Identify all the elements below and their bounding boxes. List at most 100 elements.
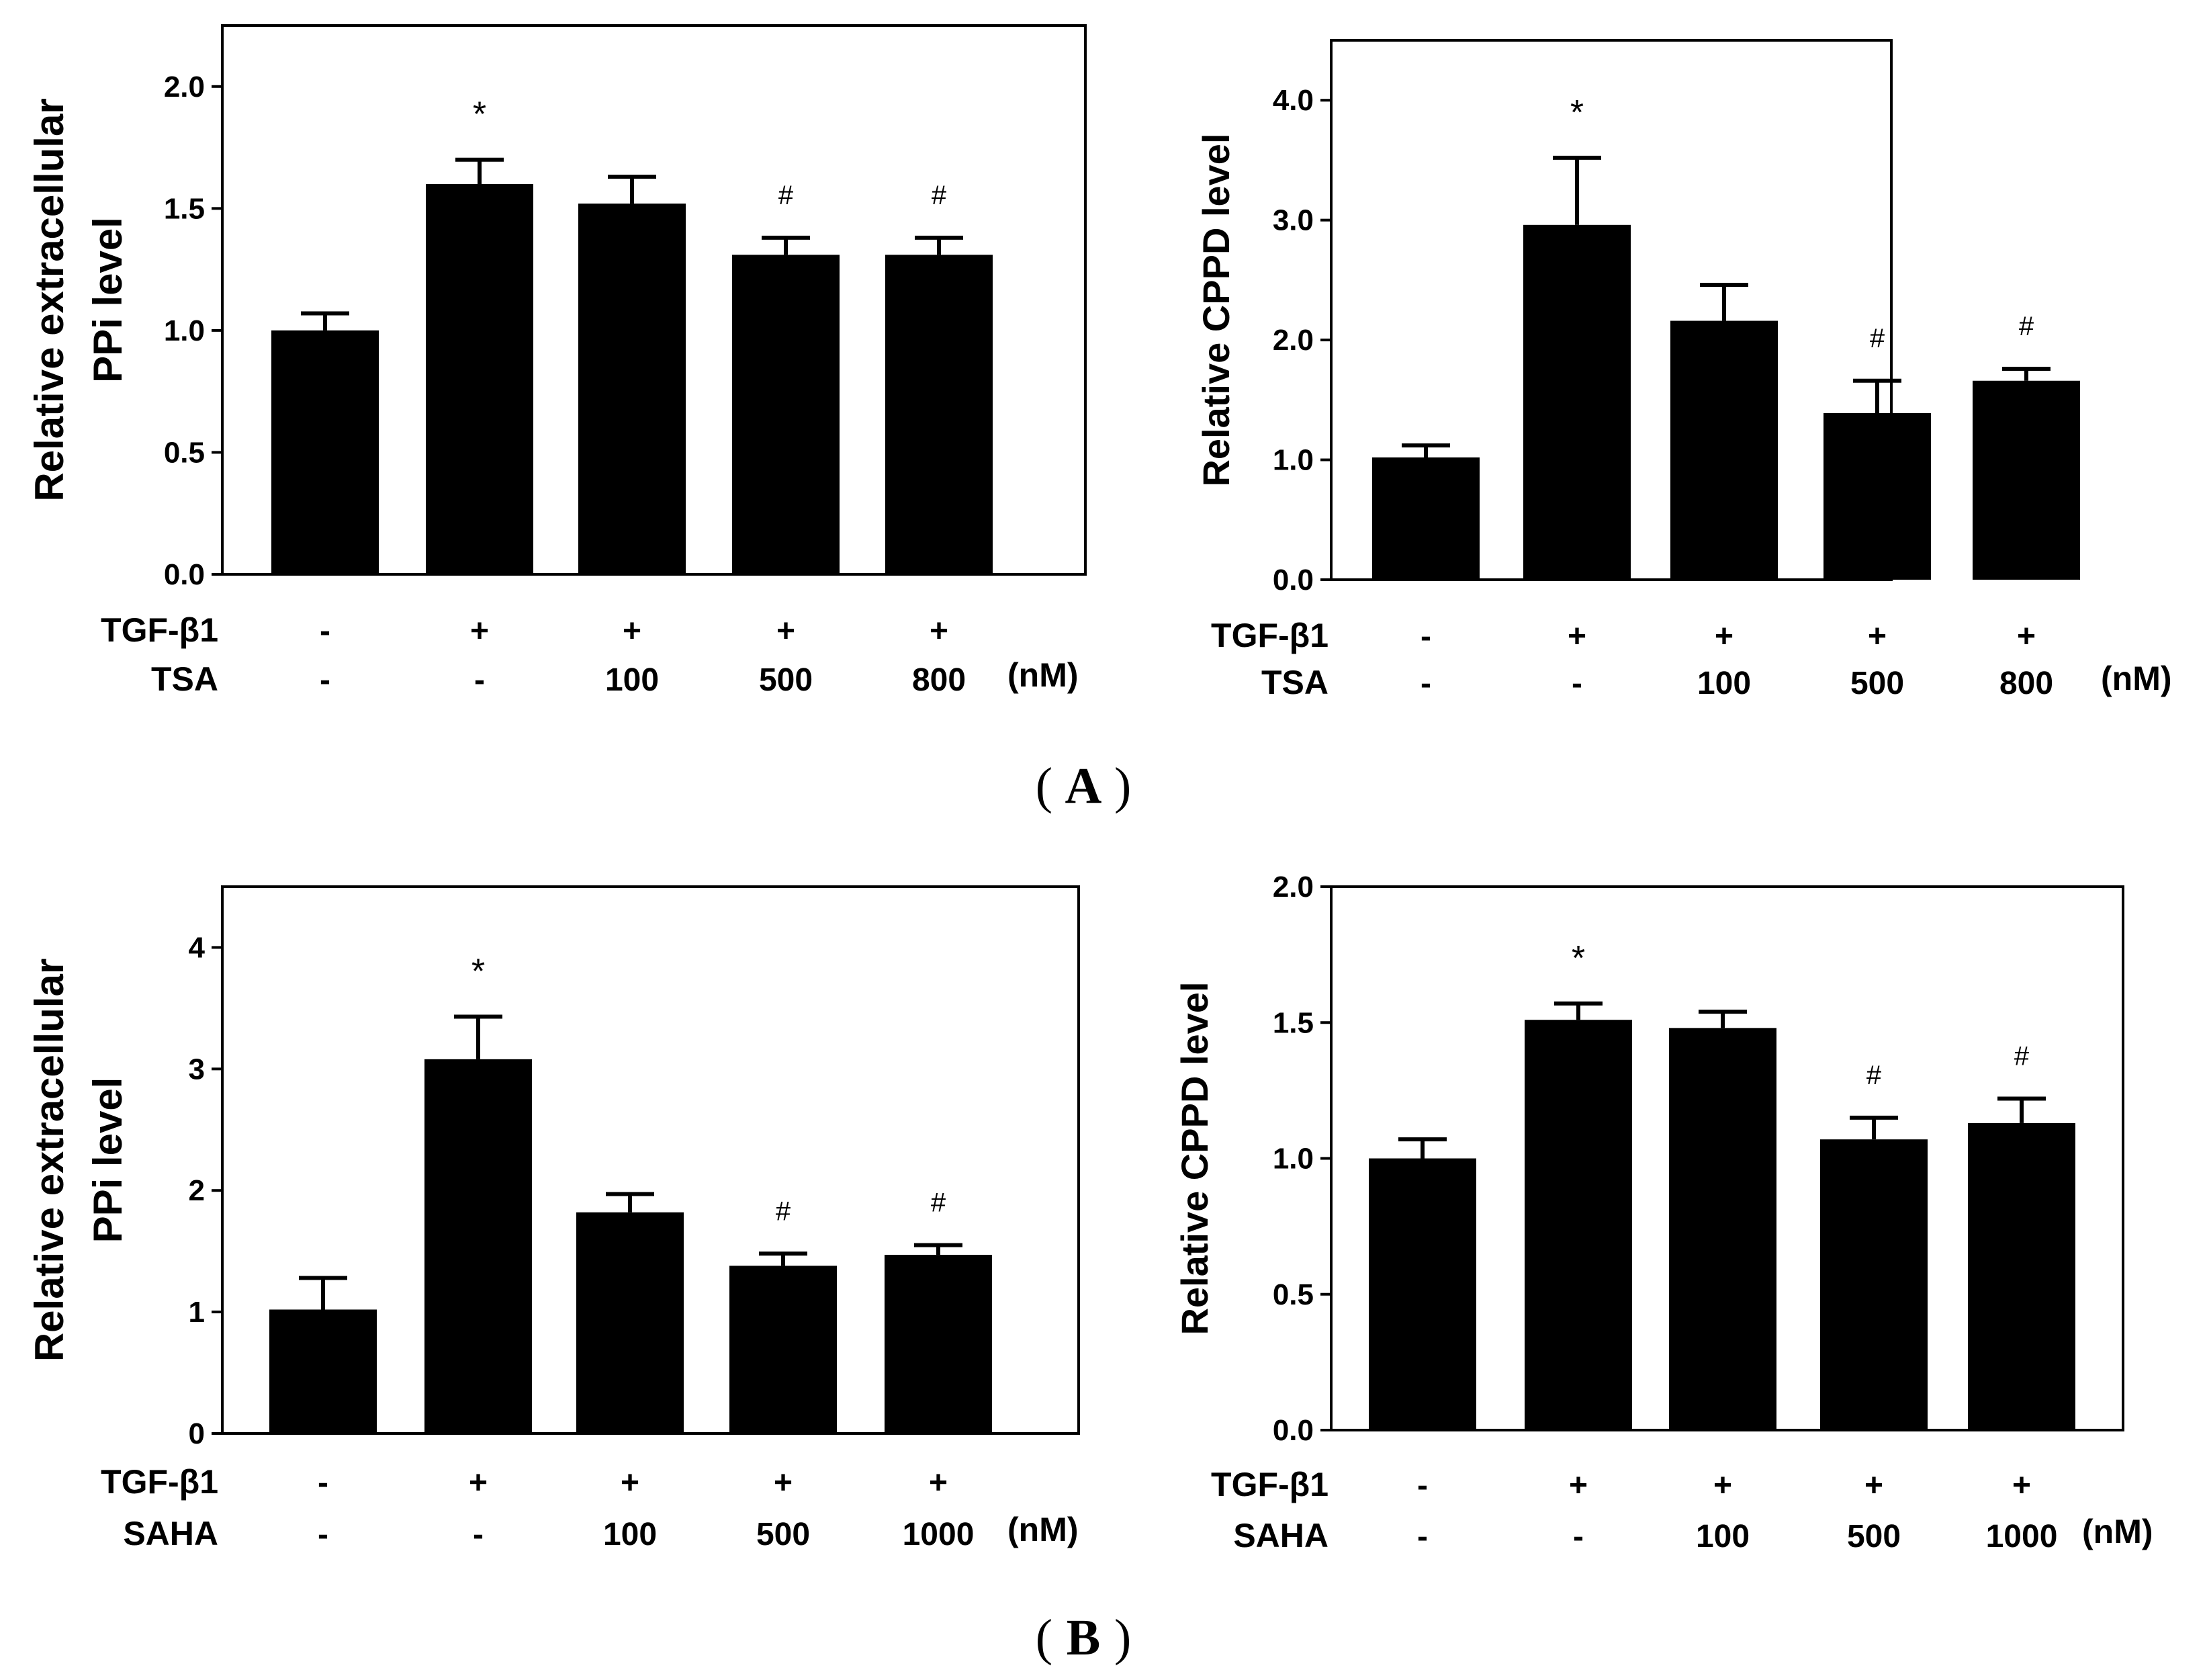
bar: [732, 255, 840, 574]
condition-value: +: [774, 1465, 793, 1501]
condition-value: -: [320, 662, 330, 698]
y-tick-label: 2.0: [1273, 871, 1314, 903]
bar: [729, 1266, 837, 1433]
condition-value: +: [2012, 1468, 2031, 1503]
chart-b-ppi: 0 1 2 3 4 Relative extracellular PPi level * # # T…: [27, 885, 1080, 1552]
significance-star: *: [473, 95, 486, 134]
y-tick-label: 1.0: [164, 314, 205, 347]
y-tick-label: 2.0: [164, 71, 205, 103]
unit-label: (nM): [1007, 1511, 1079, 1548]
y-tick-label: 0.5: [1273, 1278, 1314, 1311]
panel-label-a-close: ): [1114, 758, 1131, 814]
condition-value: 500: [756, 1517, 810, 1552]
y-axis-label: Relative extracellular: [27, 959, 72, 1362]
panel-label-b-close: ): [1114, 1609, 1131, 1666]
y-tick-label: 1.5: [164, 192, 205, 225]
y-tick-label: 0.0: [1273, 1414, 1314, 1447]
y-axis-label: PPi level: [85, 1077, 130, 1243]
condition-name: TGF-β1: [101, 611, 218, 649]
bar: [424, 1059, 532, 1433]
condition-value: +: [2017, 619, 2036, 654]
bar: [1823, 412, 1931, 580]
bar: [1820, 1139, 1928, 1430]
y-tick-label: 3: [189, 1053, 205, 1086]
y-tick-label: 0.0: [164, 558, 205, 591]
bar: [1523, 224, 1631, 580]
bar: [578, 204, 686, 574]
condition-value: 500: [759, 662, 813, 698]
condition-value: -: [473, 1517, 484, 1552]
condition-value: +: [1568, 619, 1586, 654]
y-tick-label: 2.0: [1273, 324, 1314, 357]
condition-value: +: [929, 1465, 948, 1501]
condition-name: TGF-β1: [101, 1463, 218, 1501]
significance-star: *: [1572, 939, 1585, 978]
y-tick-label: 1.0: [1273, 1143, 1314, 1176]
condition-value: -: [1572, 666, 1582, 701]
y-tick-label: 4: [189, 931, 206, 964]
condition-value: +: [776, 613, 795, 649]
condition-name: TSA: [1261, 664, 1328, 701]
condition-value: 1000: [903, 1517, 975, 1552]
y-tick-label: 0.5: [164, 436, 205, 469]
bar: [1670, 320, 1778, 580]
bar: [1525, 1020, 1632, 1430]
unit-label: (nM): [2101, 660, 2172, 697]
condition-value: -: [1573, 1519, 1584, 1554]
condition-value: +: [1868, 619, 1887, 654]
y-axis-label: Relative CPPD level: [1173, 981, 1216, 1335]
condition-value: +: [623, 613, 641, 649]
chart-b-cppd: 0.0 0.5 1.0 1.5 2.0 Relative CPPD level * # # TGF…: [1173, 871, 2153, 1554]
condition-value: 100: [605, 662, 659, 698]
y-tick-label: 0: [189, 1417, 205, 1450]
condition-value: -: [1421, 619, 1431, 654]
condition-value: -: [474, 662, 485, 698]
condition-value: 100: [1697, 666, 1751, 701]
y-tick-label: 0.0: [1273, 564, 1314, 596]
unit-label: (nM): [1007, 656, 1079, 694]
significance-hash: #: [776, 1196, 791, 1226]
condition-value: -: [1421, 666, 1431, 701]
condition-value: 500: [1847, 1519, 1901, 1554]
significance-hash: #: [2019, 312, 2034, 341]
condition-name: TSA: [151, 660, 218, 698]
condition-value: 800: [1999, 666, 2053, 701]
significance-hash: #: [932, 181, 947, 210]
panel-label-b-open: (: [1036, 1609, 1052, 1666]
y-axis-label: PPi level: [85, 217, 130, 383]
chart-a-ppi: 0.0 0.5 1.0 1.5 2.0 Relative extracellular PPi…: [27, 24, 1087, 698]
condition-value: -: [318, 1517, 328, 1552]
significance-hash: #: [1870, 324, 1885, 353]
bar: [1369, 1158, 1476, 1430]
condition-value: -: [318, 1465, 328, 1501]
condition-value: +: [1715, 619, 1733, 654]
condition-value: -: [1417, 1519, 1428, 1554]
condition-value: +: [621, 1465, 639, 1501]
significance-star: *: [1570, 93, 1584, 132]
y-axis-label: Relative extracellular: [27, 98, 72, 501]
significance-star: *: [471, 953, 485, 991]
chart-a-cppd: 0.0 1.0 2.0 3.0 4.0 Relative CPPD level * # # TGF…: [1195, 39, 2172, 701]
bar: [271, 330, 379, 574]
condition-value: +: [470, 613, 489, 649]
condition-name: SAHA: [1233, 1517, 1328, 1554]
condition-value: 1000: [1986, 1519, 2058, 1554]
bar: [1669, 1028, 1776, 1430]
bar: [1968, 1122, 2075, 1430]
condition-value: +: [469, 1465, 488, 1501]
condition-value: 100: [603, 1517, 657, 1552]
bar: [426, 184, 533, 574]
bar: [885, 1255, 992, 1433]
bar: [1973, 380, 2080, 580]
bar: [269, 1309, 377, 1433]
condition-value: 500: [1850, 666, 1904, 701]
condition-value: 100: [1696, 1519, 1750, 1554]
y-axis-label: Relative CPPD level: [1195, 133, 1237, 486]
condition-value: +: [1569, 1468, 1588, 1503]
y-tick-label: 4.0: [1273, 84, 1314, 117]
y-tick-label: 3.0: [1273, 204, 1314, 237]
panel-label-b: B: [1067, 1609, 1101, 1666]
condition-name: SAHA: [123, 1515, 218, 1552]
unit-label: (nM): [2082, 1513, 2153, 1550]
